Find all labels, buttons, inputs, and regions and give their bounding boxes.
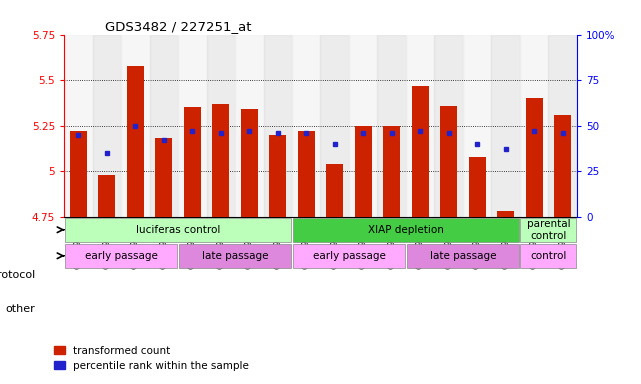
Bar <box>212 104 229 217</box>
Bar <box>65 218 292 242</box>
Bar <box>520 35 549 217</box>
Bar <box>184 108 201 217</box>
Bar <box>406 244 519 268</box>
Bar <box>235 35 263 217</box>
Text: early passage: early passage <box>85 251 158 261</box>
Bar <box>263 35 292 217</box>
Bar <box>492 35 520 217</box>
Bar <box>241 109 258 217</box>
Bar <box>127 66 144 217</box>
Text: protocol: protocol <box>0 270 35 280</box>
Text: GDS3482 / 227251_at: GDS3482 / 227251_at <box>105 20 252 33</box>
Bar <box>554 115 571 217</box>
Bar <box>98 175 115 217</box>
Bar <box>463 35 492 217</box>
Text: parental
control: parental control <box>527 219 570 240</box>
Text: control: control <box>530 251 567 261</box>
Bar <box>65 244 178 268</box>
Bar <box>383 126 400 217</box>
Bar <box>406 35 435 217</box>
Bar <box>320 35 349 217</box>
Bar <box>64 35 92 217</box>
Bar <box>297 131 315 217</box>
Bar <box>178 35 206 217</box>
Text: late passage: late passage <box>202 251 269 261</box>
Bar <box>354 126 372 217</box>
Bar <box>179 244 292 268</box>
Bar <box>292 218 519 242</box>
Text: late passage: late passage <box>429 251 496 261</box>
Bar <box>292 35 320 217</box>
Bar <box>70 131 87 217</box>
Bar <box>435 35 463 217</box>
Bar <box>412 86 429 217</box>
Bar <box>549 35 577 217</box>
Bar <box>206 35 235 217</box>
Text: XIAP depletion: XIAP depletion <box>368 225 444 235</box>
Bar <box>469 157 486 217</box>
Bar <box>292 244 405 268</box>
Bar <box>326 164 344 217</box>
Text: other: other <box>6 304 35 314</box>
Bar <box>269 135 287 217</box>
Bar <box>497 211 514 217</box>
Bar <box>149 35 178 217</box>
Bar <box>520 244 576 268</box>
Text: early passage: early passage <box>313 251 385 261</box>
Bar <box>155 138 172 217</box>
Bar <box>520 218 576 242</box>
Bar <box>526 98 543 217</box>
Bar <box>440 106 457 217</box>
Legend: transformed count, percentile rank within the sample: transformed count, percentile rank withi… <box>50 341 253 375</box>
Bar <box>349 35 378 217</box>
Bar <box>92 35 121 217</box>
Text: luciferas control: luciferas control <box>136 225 221 235</box>
Bar <box>378 35 406 217</box>
Bar <box>121 35 149 217</box>
